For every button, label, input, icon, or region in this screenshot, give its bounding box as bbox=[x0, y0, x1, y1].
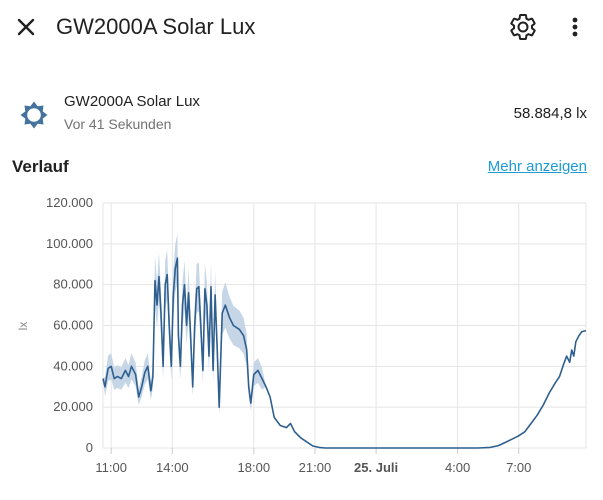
entity-row: GW2000A Solar Lux Vor 41 Sekunden 58.884… bbox=[0, 88, 603, 144]
history-title: Verlauf bbox=[12, 157, 69, 176]
series-line bbox=[102, 257, 587, 449]
x-tick-label: 7:00 bbox=[506, 460, 531, 475]
settings-button[interactable] bbox=[508, 12, 538, 42]
more-options-button[interactable] bbox=[561, 12, 589, 42]
close-icon bbox=[17, 18, 35, 36]
x-tick-label: 11:00 bbox=[95, 460, 127, 475]
top-app-bar: GW2000A Solar Lux bbox=[0, 0, 603, 56]
x-tick-label: 25. Juli bbox=[354, 460, 398, 475]
x-tick-label: 18:00 bbox=[238, 460, 271, 475]
y-tick-label: 20.000 bbox=[53, 399, 93, 414]
sun-icon bbox=[20, 101, 48, 129]
x-tick-label: 14:00 bbox=[156, 460, 189, 475]
close-button[interactable] bbox=[10, 11, 42, 43]
history-chart: 0 20.000 40.000 60.000 80.000 100.000 120.000 1… bbox=[16, 195, 587, 475]
y-tick-label: 120.000 bbox=[46, 195, 93, 210]
show-more-link[interactable]: Mehr anzeigen bbox=[487, 158, 587, 175]
entity-name: GW2000A Solar Lux bbox=[64, 93, 200, 110]
y-axis-label: lx bbox=[16, 322, 30, 331]
y-tick-label: 100.000 bbox=[46, 236, 93, 251]
y-tick-label: 60.000 bbox=[53, 318, 93, 333]
y-tick-label: 0 bbox=[86, 440, 93, 455]
x-tick-label: 21:00 bbox=[299, 460, 332, 475]
x-tick-label: 4:00 bbox=[445, 460, 470, 475]
dialog-title: GW2000A Solar Lux bbox=[56, 14, 256, 39]
more-vert-icon bbox=[572, 17, 578, 37]
min-max-band bbox=[103, 233, 586, 448]
gear-icon bbox=[510, 14, 536, 40]
y-tick-label: 80.000 bbox=[53, 277, 93, 292]
last-changed: Vor 41 Sekunden bbox=[64, 116, 172, 132]
y-tick-label: 40.000 bbox=[53, 358, 93, 373]
entity-state-value: 58.884,8 lx bbox=[513, 105, 587, 122]
